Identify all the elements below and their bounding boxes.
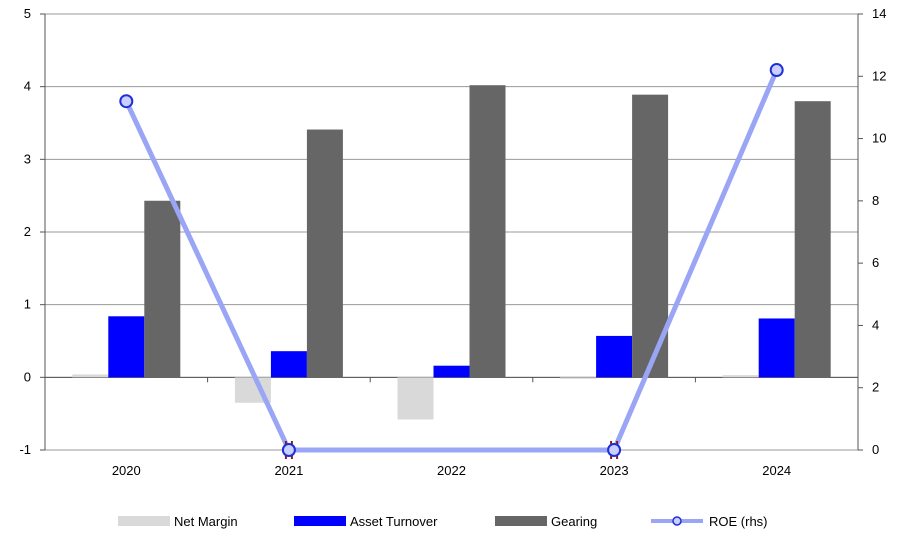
left-tick-label: 4 bbox=[24, 79, 31, 94]
bar-asset-turnover-2022 bbox=[433, 365, 470, 378]
bars bbox=[72, 85, 831, 420]
category-label-2023: 2023 bbox=[600, 463, 629, 478]
bar-gearing-2020 bbox=[144, 200, 181, 378]
right-tick-label: 12 bbox=[872, 68, 886, 83]
legend-swatch-asset-turnover bbox=[294, 516, 346, 526]
bar-net-margin-2022 bbox=[397, 377, 434, 420]
right-tick-label: 2 bbox=[872, 380, 879, 395]
bar-gearing-2023 bbox=[632, 94, 669, 378]
roe-point-2024 bbox=[769, 63, 784, 78]
legend-label-net-margin: Net Margin bbox=[174, 514, 238, 529]
left-tick-label: 2 bbox=[24, 224, 31, 239]
right-tick-label: 4 bbox=[872, 317, 879, 332]
bar-net-margin-2020 bbox=[72, 374, 109, 378]
right-tick-label: 0 bbox=[872, 442, 879, 457]
legend-label-asset-turnover: Asset Turnover bbox=[350, 514, 438, 529]
bar-net-margin-2024 bbox=[722, 375, 759, 378]
bar-asset-turnover-2024 bbox=[758, 318, 795, 378]
roe-series-line bbox=[124, 69, 779, 453]
left-tick-label: 5 bbox=[24, 6, 31, 21]
right-tick-label: 14 bbox=[872, 6, 886, 21]
right-tick-label: 6 bbox=[872, 255, 879, 270]
legend: Net Margin Asset Turnover Gearing ROE (rhs) bbox=[118, 514, 768, 529]
legend-label-gearing: Gearing bbox=[551, 514, 597, 529]
right-tick-label: 10 bbox=[872, 131, 886, 146]
left-tick-label: 3 bbox=[24, 151, 31, 166]
bar-gearing-2021 bbox=[306, 129, 343, 378]
category-label-2021: 2021 bbox=[274, 463, 303, 478]
bar-asset-turnover-2020 bbox=[108, 316, 145, 378]
left-tick-label: 0 bbox=[24, 369, 31, 384]
roe-point-2023 bbox=[607, 443, 622, 457]
bar-asset-turnover-2023 bbox=[596, 335, 633, 378]
legend-marker-roe-rhs bbox=[672, 516, 682, 526]
roe-line bbox=[119, 63, 784, 459]
bar-net-margin-2023 bbox=[560, 377, 597, 379]
category-label-2024: 2024 bbox=[762, 463, 791, 478]
bar-asset-turnover-2021 bbox=[270, 351, 307, 378]
left-tick-label: -1 bbox=[19, 442, 31, 457]
legend-label-roe-rhs: ROE (rhs) bbox=[709, 514, 768, 529]
left-tick-label: 1 bbox=[24, 297, 31, 312]
bar-gearing-2022 bbox=[469, 85, 506, 378]
right-tick-label: 8 bbox=[872, 193, 879, 208]
bar-gearing-2024 bbox=[794, 101, 831, 378]
roe-point-2020 bbox=[119, 94, 134, 109]
legend-swatch-gearing bbox=[495, 516, 547, 526]
category-label-2020: 2020 bbox=[112, 463, 141, 478]
legend-swatch-net-margin bbox=[118, 516, 170, 526]
category-label-2022: 2022 bbox=[437, 463, 466, 478]
roe-point-2021 bbox=[281, 443, 296, 457]
